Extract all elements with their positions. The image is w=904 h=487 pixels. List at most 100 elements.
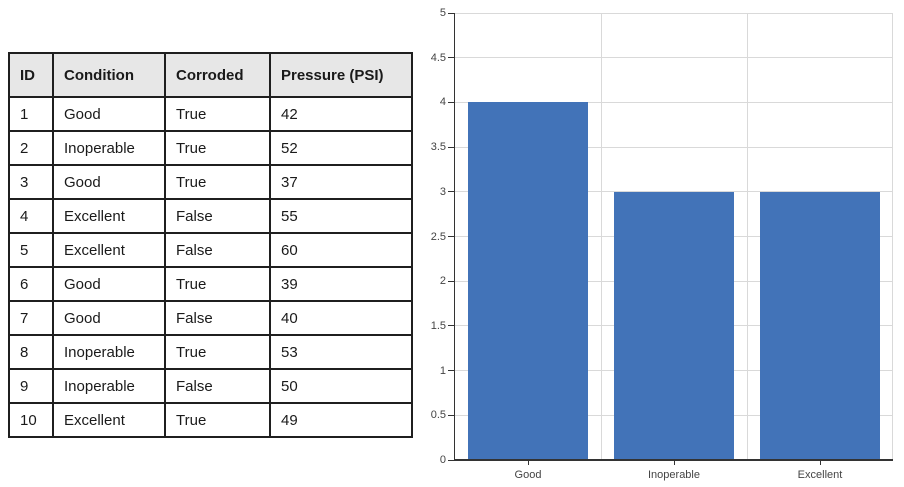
x-axis-line xyxy=(454,459,893,461)
h-gridline xyxy=(455,101,893,103)
column-header: ID xyxy=(8,52,54,98)
table-cell: 3 xyxy=(8,164,54,200)
y-tick-label: 4 xyxy=(439,96,446,109)
table-cell: 49 xyxy=(269,402,413,438)
table-row: 1 Good True 42 xyxy=(8,96,413,132)
table-cell: Good xyxy=(52,266,166,302)
column-header: Condition xyxy=(52,52,166,98)
table-cell: Good xyxy=(52,96,166,132)
y-tick-label: 3 xyxy=(439,185,446,198)
v-gridline xyxy=(747,13,748,460)
v-gridline xyxy=(601,13,602,460)
table-cell: False xyxy=(164,368,271,404)
bar-chart-plot-area: 0 0.5 1 1.5 2 2.5 3 3.5 4 4.5 5 Good Inoperable Excel… xyxy=(431,7,893,481)
table-cell: Inoperable xyxy=(52,334,166,370)
table-cell: Good xyxy=(52,164,166,200)
x-axis-tick xyxy=(674,460,675,465)
table-cell: 53 xyxy=(269,334,413,370)
table-cell: 2 xyxy=(8,130,54,166)
table-cell: 42 xyxy=(269,96,413,132)
table-cell: 8 xyxy=(8,334,54,370)
x-axis-tick xyxy=(528,460,529,465)
y-axis-tick xyxy=(448,414,454,416)
x-tick-label: Good xyxy=(514,469,542,481)
column-header: Corroded xyxy=(164,52,271,98)
pipe-data-table-container: ID Condition Corroded Pressure (PSI) 1 Good T… xyxy=(8,52,413,438)
table-header-row: ID Condition Corroded Pressure (PSI) xyxy=(8,52,413,98)
table-cell: 6 xyxy=(8,266,54,302)
y-tick-label: 2 xyxy=(439,275,446,288)
table-cell: True xyxy=(164,96,271,132)
table-cell: 52 xyxy=(269,130,413,166)
table-body: 1 Good True 42 2 Inoperable True 52 3 Good True 37 4… xyxy=(8,96,413,438)
h-gridline xyxy=(455,57,893,59)
y-axis-tick xyxy=(448,101,454,103)
y-tick-label: 1.5 xyxy=(430,319,446,332)
table-row: 7 Good False 40 xyxy=(8,300,413,336)
table-cell: True xyxy=(164,164,271,200)
table-cell: 7 xyxy=(8,300,54,336)
table-cell: False xyxy=(164,300,271,336)
table-cell: Inoperable xyxy=(52,130,166,166)
table-row: 6 Good True 39 xyxy=(8,266,413,302)
y-axis-tick xyxy=(448,370,454,372)
y-axis-tick xyxy=(448,146,454,148)
table-cell: True xyxy=(164,402,271,438)
table-cell: True xyxy=(164,334,271,370)
y-tick-label: 0.5 xyxy=(430,409,446,422)
table-cell: 1 xyxy=(8,96,54,132)
y-tick-label: 4.5 xyxy=(430,51,446,64)
table-cell: True xyxy=(164,130,271,166)
x-tick-label: Inoperable xyxy=(648,469,700,481)
table-cell: 50 xyxy=(269,368,413,404)
table-cell: Good xyxy=(52,300,166,336)
table-cell: 10 xyxy=(8,402,54,438)
y-tick-label: 2.5 xyxy=(430,230,446,243)
table-cell: False xyxy=(164,232,271,268)
table-cell: 55 xyxy=(269,198,413,234)
table-row: 9 Inoperable False 50 xyxy=(8,368,413,404)
table-cell: Excellent xyxy=(52,198,166,234)
x-axis-tick xyxy=(820,460,821,465)
y-axis-line xyxy=(454,13,455,460)
table-cell: Inoperable xyxy=(52,368,166,404)
table-cell: 60 xyxy=(269,232,413,268)
table-cell: Excellent xyxy=(52,232,166,268)
y-axis-tick xyxy=(448,57,454,59)
y-axis-tick xyxy=(448,325,454,327)
y-tick-label: 1 xyxy=(439,364,446,377)
h-gridline xyxy=(455,146,893,148)
h-gridline xyxy=(455,12,893,14)
table-header: ID Condition Corroded Pressure (PSI) xyxy=(8,52,413,98)
table-row: 5 Excellent False 60 xyxy=(8,232,413,268)
table-cell: 37 xyxy=(269,164,413,200)
x-tick-label: Excellent xyxy=(797,469,843,481)
table-row: 4 Excellent False 55 xyxy=(8,198,413,234)
v-gridline xyxy=(892,13,893,460)
column-header: Pressure (PSI) xyxy=(269,52,413,98)
table-cell: 9 xyxy=(8,368,54,404)
y-axis-tick xyxy=(448,236,454,237)
table-cell: False xyxy=(164,198,271,234)
table-cell: Excellent xyxy=(52,402,166,438)
y-tick-label: 3.5 xyxy=(430,141,446,154)
table-cell: 5 xyxy=(8,232,54,268)
bar-good xyxy=(468,102,588,460)
table-cell: 39 xyxy=(269,266,413,302)
table-row: 3 Good True 37 xyxy=(8,164,413,200)
bar-excellent xyxy=(760,191,880,460)
table-cell: 4 xyxy=(8,198,54,234)
y-axis-tick xyxy=(448,191,454,193)
table-row: 8 Inoperable True 53 xyxy=(8,334,413,370)
table-cell: 40 xyxy=(269,300,413,336)
y-axis-tick xyxy=(448,280,454,282)
y-axis-tick xyxy=(448,459,454,461)
table-cell: True xyxy=(164,266,271,302)
bar-inoperable xyxy=(614,191,734,460)
y-tick-label: 0 xyxy=(439,454,446,466)
pipe-data-table: ID Condition Corroded Pressure (PSI) 1 Good T… xyxy=(8,52,413,438)
y-axis-tick xyxy=(448,12,454,14)
table-row: 10 Excellent True 49 xyxy=(8,402,413,438)
table-row: 2 Inoperable True 52 xyxy=(8,130,413,166)
y-tick-label: 5 xyxy=(439,7,446,19)
